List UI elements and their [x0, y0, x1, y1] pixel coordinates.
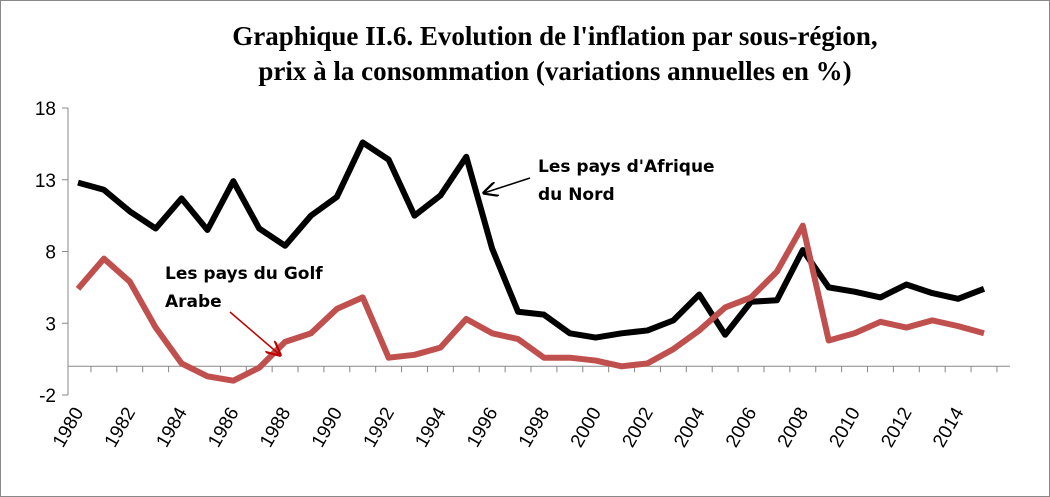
series-line [75, 222, 985, 384]
annotation: Arabe [165, 292, 222, 312]
annotation: Les pays du Golf [165, 264, 323, 284]
chart-title: Graphique II.6. Evolution de l'inflation… [232, 21, 877, 51]
annotation-arrow [229, 311, 280, 355]
y-tick-label: 13 [35, 171, 56, 192]
y-tick-label: 18 [35, 99, 56, 120]
y-tick-label: -2 [39, 386, 56, 407]
y-tick-label: 3 [45, 314, 56, 335]
annotation: du Nord [538, 185, 615, 205]
chart-title: prix à la consommation (variations annue… [258, 56, 851, 86]
series-line [77, 139, 986, 341]
y-tick-label: 8 [45, 243, 56, 264]
annotation: Les pays d'Afrique [538, 157, 715, 177]
annotation-arrow [484, 177, 531, 193]
